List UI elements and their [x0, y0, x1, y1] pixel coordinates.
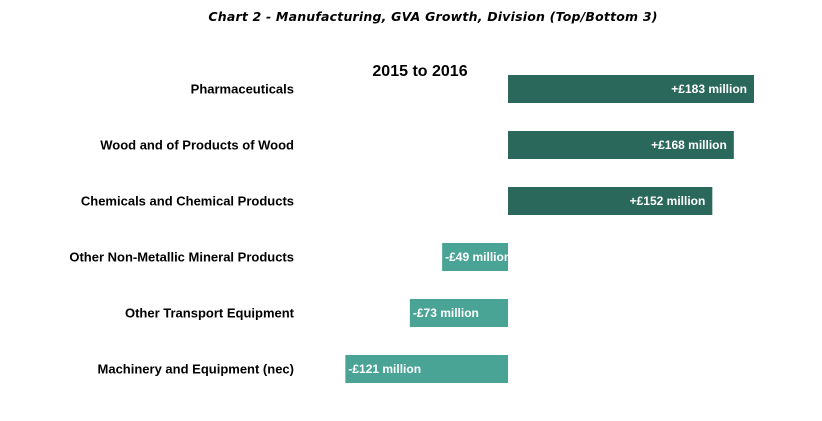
bar: [508, 75, 754, 103]
bar: [508, 131, 734, 159]
bar-value-label: +£183 million: [671, 82, 747, 96]
bar-value-label: +£168 million: [651, 138, 727, 152]
bar-value-label: -£73 million: [413, 306, 479, 320]
category-label: Other Transport Equipment: [125, 306, 295, 321]
category-label: Chemicals and Chemical Products: [81, 194, 294, 209]
category-label: Other Non-Metallic Mineral Products: [69, 250, 294, 265]
bar: [508, 187, 713, 215]
bar-value-label: -£121 million: [348, 362, 421, 376]
category-label: Machinery and Equipment (nec): [98, 362, 294, 377]
category-label: Pharmaceuticals: [191, 82, 294, 97]
bar: [409, 299, 508, 327]
bar: [345, 355, 508, 383]
bar: [442, 243, 508, 271]
bar-value-label: +£152 million: [630, 194, 706, 208]
chart-title: Chart 2 - Manufacturing, GVA Growth, Div…: [208, 9, 658, 24]
bar-value-label: -£49 million: [445, 250, 511, 264]
category-label: Wood and of Products of Wood: [100, 138, 294, 153]
chart-subtitle: 2015 to 2016: [372, 63, 468, 80]
